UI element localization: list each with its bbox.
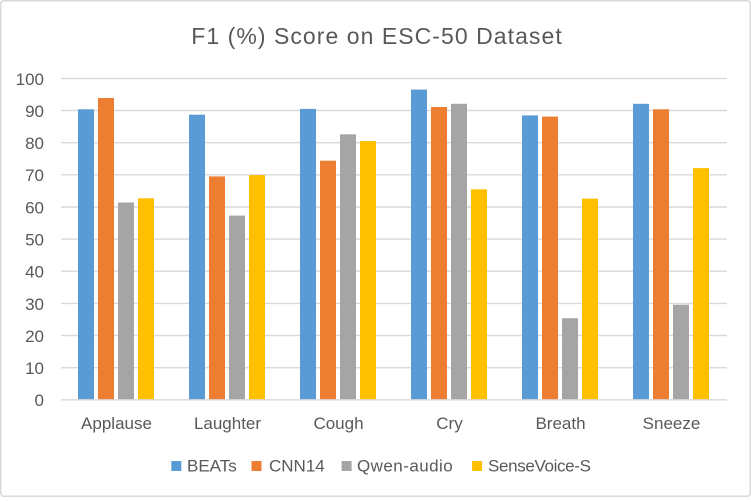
svg-text:40: 40 [25,263,44,282]
svg-text:60: 60 [25,198,44,217]
svg-text:BEATs: BEATs [187,457,237,476]
svg-text:80: 80 [25,134,44,153]
svg-text:50: 50 [25,231,44,250]
svg-text:20: 20 [25,327,44,346]
svg-text:Qwen-audio: Qwen-audio [357,457,453,476]
svg-text:Laughter: Laughter [194,414,261,433]
svg-text:90: 90 [25,102,44,121]
svg-text:30: 30 [25,295,44,314]
svg-text:Breath: Breath [535,414,585,433]
svg-text:CNN14: CNN14 [269,457,325,476]
svg-text:10: 10 [25,359,44,378]
svg-text:SenseVoice-S: SenseVoice-S [488,457,591,476]
svg-text:Sneeze: Sneeze [643,414,701,433]
svg-text:70: 70 [25,166,44,185]
svg-text:F1 (%) Score on ESC-50 Dataset: F1 (%) Score on ESC-50 Dataset [191,23,563,49]
svg-text:Cry: Cry [436,414,463,433]
svg-text:Cough: Cough [313,414,363,433]
svg-text:100: 100 [16,70,44,89]
svg-text:Applause: Applause [81,414,152,433]
svg-text:0: 0 [35,391,44,410]
